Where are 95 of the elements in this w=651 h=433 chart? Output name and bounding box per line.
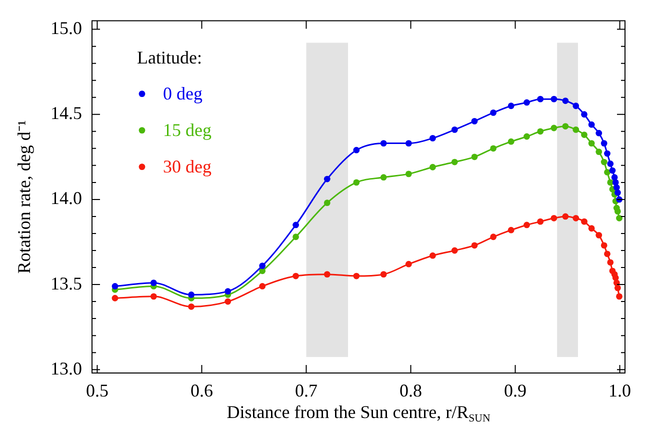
- point: [150, 293, 157, 300]
- point: [604, 169, 610, 176]
- point: [611, 174, 618, 181]
- x-tick-label: 0.8: [400, 380, 422, 401]
- point: [609, 167, 616, 174]
- point: [604, 150, 610, 157]
- point: [537, 128, 544, 135]
- point: [259, 283, 266, 290]
- point: [588, 225, 595, 232]
- legend-label: 15 deg: [163, 120, 212, 140]
- point: [562, 98, 569, 104]
- point: [353, 272, 360, 280]
- point: [508, 138, 514, 145]
- point: [572, 214, 580, 222]
- point: [430, 135, 436, 142]
- y-tick-label: 14.0: [50, 188, 82, 208]
- point: [524, 99, 530, 106]
- point: [524, 222, 530, 228]
- point: [581, 111, 588, 118]
- y-tick-label: 14.5: [50, 103, 82, 124]
- point: [405, 140, 412, 147]
- point: [550, 214, 558, 222]
- point: [430, 252, 436, 259]
- point: [451, 247, 458, 254]
- point: [550, 96, 558, 102]
- point: [259, 262, 266, 270]
- point: [380, 271, 387, 278]
- point: [430, 164, 436, 170]
- x-tick-label: 0.9: [504, 380, 527, 401]
- point: [550, 124, 558, 132]
- point: [353, 146, 360, 154]
- x-tick-label: 1.0: [608, 380, 632, 401]
- point: [353, 179, 360, 186]
- point: [596, 232, 602, 238]
- point: [596, 130, 602, 136]
- point: [537, 218, 544, 225]
- point: [405, 170, 412, 178]
- point: [508, 102, 514, 110]
- point: [572, 102, 580, 110]
- point: [508, 226, 514, 234]
- point: [471, 242, 478, 249]
- point: [572, 126, 580, 133]
- point: [588, 121, 595, 128]
- x-tick-label: 0.6: [190, 380, 213, 401]
- y-tick-label: 13.5: [50, 273, 82, 294]
- point: [614, 189, 621, 196]
- point: [451, 158, 458, 166]
- point: [607, 259, 614, 266]
- point: [581, 218, 588, 225]
- point: [380, 174, 387, 181]
- point: [112, 294, 118, 302]
- point: [524, 133, 530, 140]
- x-tick-label: 0.7: [294, 380, 318, 401]
- point: [188, 292, 194, 298]
- point: [562, 123, 569, 130]
- y-axis-title: Rotation rate, deg d⁻¹: [14, 120, 34, 274]
- point: [562, 213, 569, 220]
- point: [490, 234, 497, 240]
- point: [471, 118, 478, 124]
- point: [581, 132, 588, 138]
- point: [616, 293, 622, 300]
- point: [588, 140, 595, 147]
- point: [600, 140, 608, 147]
- point: [596, 148, 602, 156]
- point: [490, 109, 497, 116]
- point: [471, 154, 478, 160]
- point: [614, 284, 621, 292]
- point: [324, 176, 330, 182]
- legend-title: Latitude:: [137, 48, 202, 68]
- point: [607, 160, 614, 167]
- point: [451, 126, 458, 133]
- point: [224, 298, 232, 305]
- legend-label: 30 deg: [163, 156, 212, 177]
- point: [537, 96, 544, 102]
- point: [324, 271, 330, 278]
- point: [380, 140, 387, 147]
- point: [150, 280, 157, 286]
- point: [188, 303, 194, 310]
- point: [112, 283, 118, 290]
- point: [324, 200, 330, 206]
- y-tick-label: 13.0: [50, 358, 82, 378]
- point: [614, 208, 621, 215]
- point: [604, 250, 610, 258]
- point: [405, 260, 412, 268]
- point: [292, 272, 299, 280]
- point: [490, 145, 497, 152]
- point: [616, 214, 622, 222]
- point: [600, 158, 608, 166]
- point: [292, 234, 299, 240]
- point: [224, 288, 232, 295]
- y-tick-label: 15.0: [50, 18, 82, 38]
- legend-label: 0 deg: [163, 84, 202, 104]
- point: [600, 242, 608, 249]
- point: [292, 222, 299, 228]
- x-tick-label: 0.5: [86, 380, 108, 401]
